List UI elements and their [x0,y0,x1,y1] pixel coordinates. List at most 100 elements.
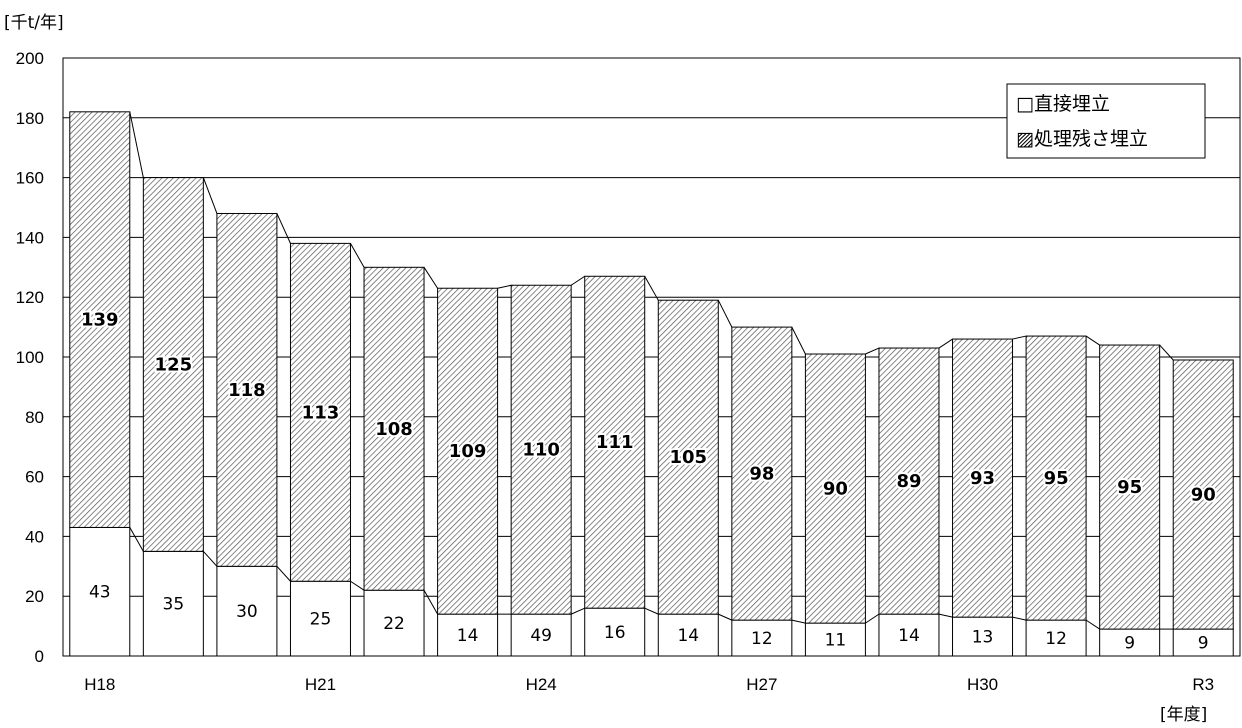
bar-connector-lines [129,111,1174,630]
x-axis-ticks: H18 H21 H24 H27 H30 R3 [84,675,1214,694]
data-label-residue-landfill: 139 [81,310,119,331]
legend: □直接埋立 ▨処理残さ埋立 [1006,83,1206,159]
data-label-direct-landfill: 14 [677,626,699,646]
bar-direct-landfill [1099,628,1161,657]
series-line [1085,619,1100,630]
series-line [791,326,806,355]
data-label-residue-landfill: 111 [596,432,634,453]
bar-residue-landfill [437,287,499,615]
series-line [423,267,439,289]
bar-residue-landfill [1172,359,1234,630]
data-label-direct-landfill: 49 [530,626,552,646]
bar-residue-landfill [584,275,646,609]
bar-direct-landfill [216,565,278,657]
data-label-residue-landfill: 98 [749,464,774,485]
y-tick-label: 100 [16,348,44,367]
y-tick-label: 120 [16,288,44,307]
series-line [276,213,291,244]
x-tick-label: R3 [1192,675,1214,694]
data-label-direct-landfill: 12 [1045,629,1067,649]
data-label-residue-landfill: 93 [970,468,995,489]
series-line [865,613,880,624]
y-tick-label: 20 [25,587,44,606]
y-tick-label: 80 [25,408,44,427]
x-tick-label: H30 [967,675,998,694]
data-label-residue-landfill: 109 [449,441,487,462]
data-label-direct-landfill: 14 [457,626,479,646]
y-tick-label: 200 [16,49,44,68]
data-label-direct-landfill: 16 [604,623,626,643]
bar-residue-landfill [289,242,351,582]
data-label-residue-landfill: 95 [1044,468,1069,489]
data-label-direct-landfill: 12 [751,629,773,649]
x-tick-label: H21 [305,675,336,694]
data-label-direct-landfill: 35 [163,595,185,615]
series-line [865,347,880,355]
data-label-direct-landfill: 9 [1198,634,1209,654]
y-tick-label: 160 [16,169,44,188]
data-label-direct-landfill: 30 [236,602,258,622]
bar-residue-landfill [1025,335,1087,621]
series-line [1012,335,1027,340]
y-tick-label: 180 [16,109,44,128]
bar-direct-landfill [510,613,572,657]
bar-residue-landfill [657,299,719,615]
data-label-residue-landfill: 110 [522,440,560,461]
value-labels: 4313935125301182511322108141094911016111… [79,308,1218,654]
series-line [350,243,365,268]
bar-residue-landfill [1099,344,1161,630]
data-label-direct-landfill: 43 [89,583,111,603]
data-label-direct-landfill: 22 [383,614,405,634]
series-line [129,111,144,178]
series-line [570,275,585,286]
data-label-residue-landfill: 105 [669,447,707,468]
bar-direct-landfill [584,607,646,657]
plot-area-frame [62,57,1241,657]
x-tick-label: H24 [526,675,557,694]
series-line [570,607,585,615]
legend-box [1006,83,1206,159]
y-tick-label: 140 [16,228,44,247]
bar-direct-landfill [437,613,499,657]
series-line [644,276,659,301]
bar-residue-landfill [216,212,278,567]
bar-residue-landfill [363,266,425,591]
series-line [938,613,953,618]
bar-residue-landfill [878,347,940,615]
y-axis-ticks: 0 20 40 60 80 100 120 140 160 180 200 [16,49,44,666]
bars [69,111,1234,657]
bar-direct-landfill [69,526,131,657]
data-label-residue-landfill: 95 [1117,477,1142,498]
y-axis-unit-label: [千t/年] [4,13,64,33]
data-label-residue-landfill: 90 [823,479,848,500]
bar-residue-landfill [510,284,572,615]
series-line [202,551,218,567]
data-label-direct-landfill: 25 [310,610,332,630]
series-line [644,607,659,615]
bar-direct-landfill [878,613,940,657]
x-tick-label: H27 [746,675,777,694]
bar-residue-landfill [804,353,866,624]
bar-direct-landfill [1025,619,1087,657]
series-line [717,299,733,328]
bar-residue-landfill [952,338,1014,618]
series-line [129,527,144,552]
bar-residue-landfill [731,326,793,621]
bar-direct-landfill [142,550,204,657]
y-tick-label: 40 [25,527,44,546]
series-line [202,177,218,214]
bar-residue-landfill [142,177,204,552]
data-label-direct-landfill: 11 [825,631,847,651]
data-label-residue-landfill: 113 [302,402,340,423]
series-line [938,338,953,349]
x-tick-label: H18 [84,675,115,694]
series-line [1012,616,1027,621]
data-label-residue-landfill: 89 [896,471,921,492]
series-line [791,619,806,624]
data-label-direct-landfill: 13 [972,628,994,648]
series-line [1085,335,1100,346]
y-tick-label: 0 [35,647,44,666]
series-line [276,565,291,582]
data-label-direct-landfill: 9 [1124,634,1135,654]
